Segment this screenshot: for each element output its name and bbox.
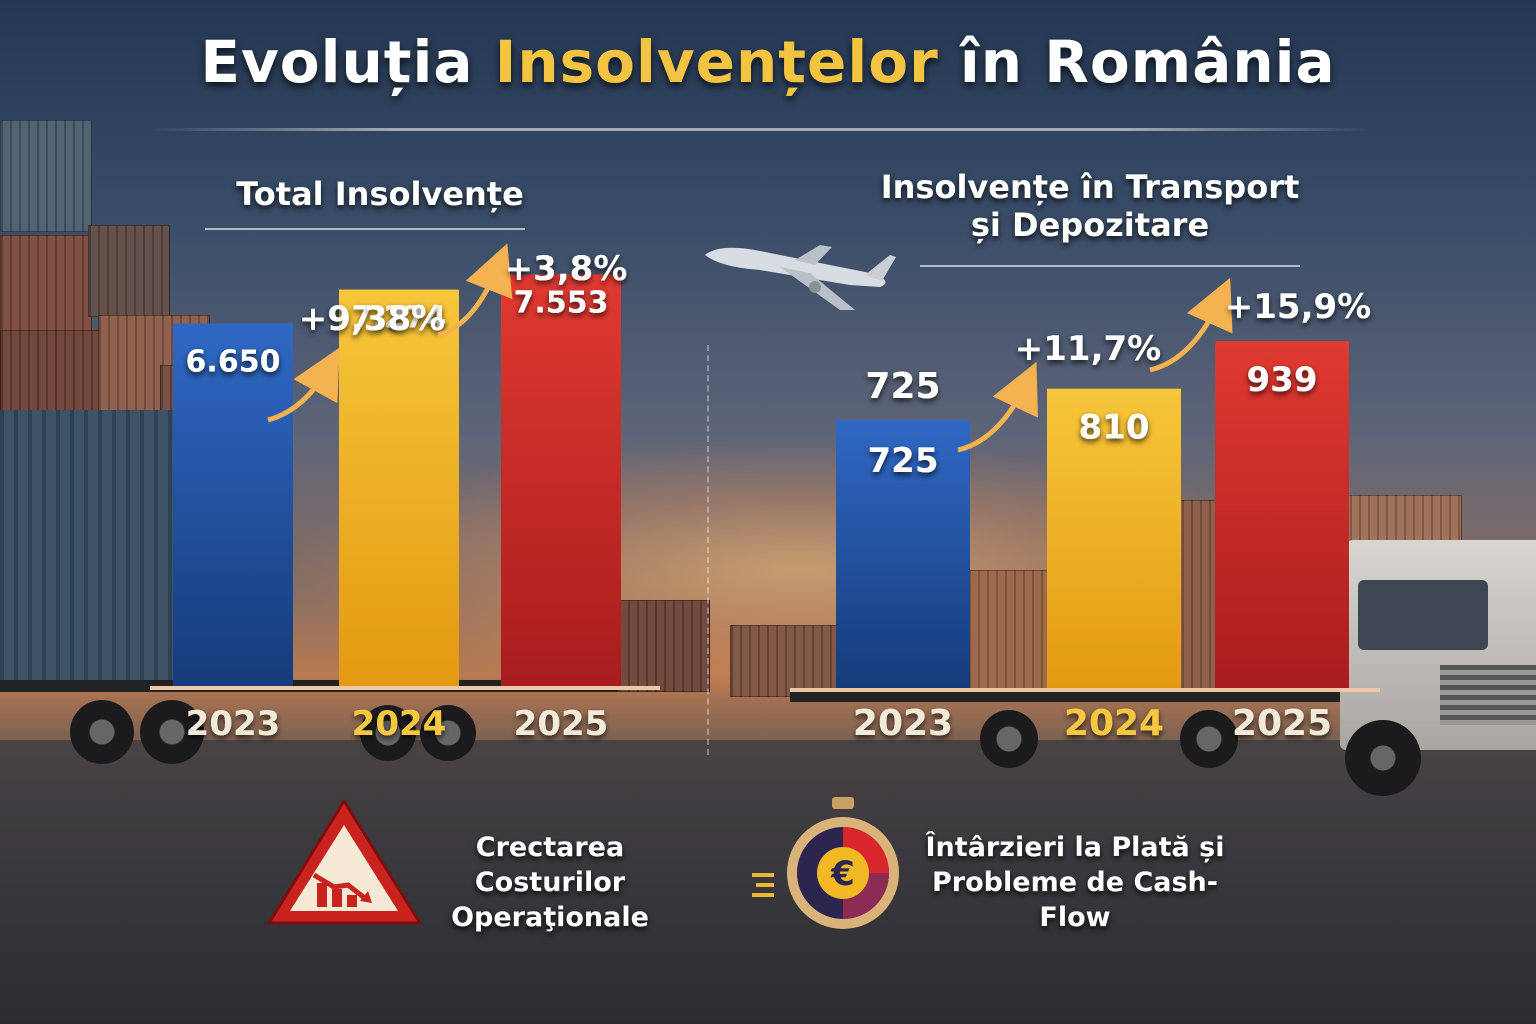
- right-panel-title-line-2: și Depozitare: [970, 206, 1210, 245]
- payment-delay-label: Întârzieri la Plată și Probleme de Cash-…: [905, 830, 1245, 935]
- payment-delay-line-2: Probleme de Cash-Flow: [932, 867, 1218, 934]
- left-bar-value-2025: 7.553: [514, 285, 609, 320]
- left-panel-title: Total Insolvențe: [236, 175, 524, 213]
- left-growth-label-2: +3,8%: [505, 249, 628, 289]
- container: [0, 235, 92, 332]
- right-bar-value-2024: 810: [1079, 408, 1150, 448]
- right-panel-title-line-1: Insolvențe în Transport: [880, 168, 1300, 206]
- left-bar-2024: [339, 289, 459, 686]
- wheel: [1345, 720, 1421, 796]
- title-underline: [150, 128, 1370, 131]
- left-panel-underline: [205, 228, 525, 230]
- page-title: Evoluția Insolvențelor în România: [0, 28, 1536, 96]
- title-part-1: Evoluția: [200, 28, 495, 96]
- right-year-label-2023: 2023: [853, 703, 953, 744]
- right-bar-2023: [836, 420, 970, 688]
- truck-trailer: [0, 410, 177, 680]
- right-growth-arrow-2: [1149, 277, 1233, 373]
- wheel: [360, 705, 416, 761]
- left-year-label-2024: 2024: [352, 704, 447, 744]
- left-bar-2025: [501, 274, 621, 686]
- panel-divider: [707, 345, 709, 755]
- airplane-icon: [705, 245, 896, 310]
- truck-cab: [1340, 540, 1536, 750]
- euro-stopwatch-icon: €: [752, 797, 899, 929]
- title-part-3: în România: [938, 28, 1336, 96]
- right-panel-title: Insolvențe în Transport și Depozitare: [830, 168, 1350, 245]
- right-year-label-2025: 2025: [1232, 703, 1332, 744]
- container: [968, 570, 1050, 692]
- left-year-label-2025: 2025: [514, 704, 609, 744]
- right-year-label-2024: 2024: [1064, 703, 1164, 744]
- container: [730, 625, 837, 697]
- container: [0, 330, 102, 412]
- container: [0, 120, 92, 232]
- truck-window: [1358, 580, 1488, 650]
- right-bar-value-2025: 939: [1247, 360, 1318, 400]
- truck-grille: [1440, 665, 1536, 725]
- right-bar-2025: [1215, 341, 1349, 688]
- left-bar-value-2024: 7.274: [352, 301, 447, 336]
- svg-text:€: €: [830, 854, 855, 894]
- wheel: [1180, 710, 1238, 768]
- right-bar-top-label: 725: [865, 366, 940, 407]
- left-bar-2023: [173, 323, 293, 686]
- ground: [0, 740, 1536, 1024]
- cost-increase-line-2: Operaţionale: [451, 902, 649, 934]
- right-bar-value-2023: 725: [868, 441, 939, 481]
- wheel: [140, 700, 204, 764]
- warning-triangle-chart-down-icon: [267, 799, 422, 925]
- trailer-bed: [790, 690, 1390, 702]
- payment-delay-line-1: Întârzieri la Plată și: [925, 832, 1225, 863]
- container: [88, 225, 170, 317]
- right-growth-label-2: +15,9%: [1225, 287, 1371, 327]
- container: [618, 600, 710, 692]
- wheel: [420, 705, 476, 761]
- left-growth-arrow-2: [437, 243, 513, 338]
- left-bar-value-2023: 6.650: [186, 345, 281, 380]
- title-highlight: Insolvențelor: [494, 28, 939, 96]
- cost-increase-label: Crectarea Costurilor Operaţionale: [400, 830, 700, 935]
- cost-increase-line-1: Crectarea Costurilor: [474, 832, 626, 899]
- left-year-label-2023: 2023: [186, 704, 281, 744]
- right-bar-2024: [1047, 388, 1181, 688]
- wheel: [980, 710, 1038, 768]
- left-growth-label-1: +9,38%: [299, 299, 445, 339]
- right-growth-label-1: +11,7%: [1015, 329, 1161, 369]
- left-growth-arrow-1: [267, 347, 340, 423]
- right-panel-underline: [920, 265, 1300, 267]
- right-growth-arrow-1: [957, 361, 1038, 453]
- wheel: [70, 700, 134, 764]
